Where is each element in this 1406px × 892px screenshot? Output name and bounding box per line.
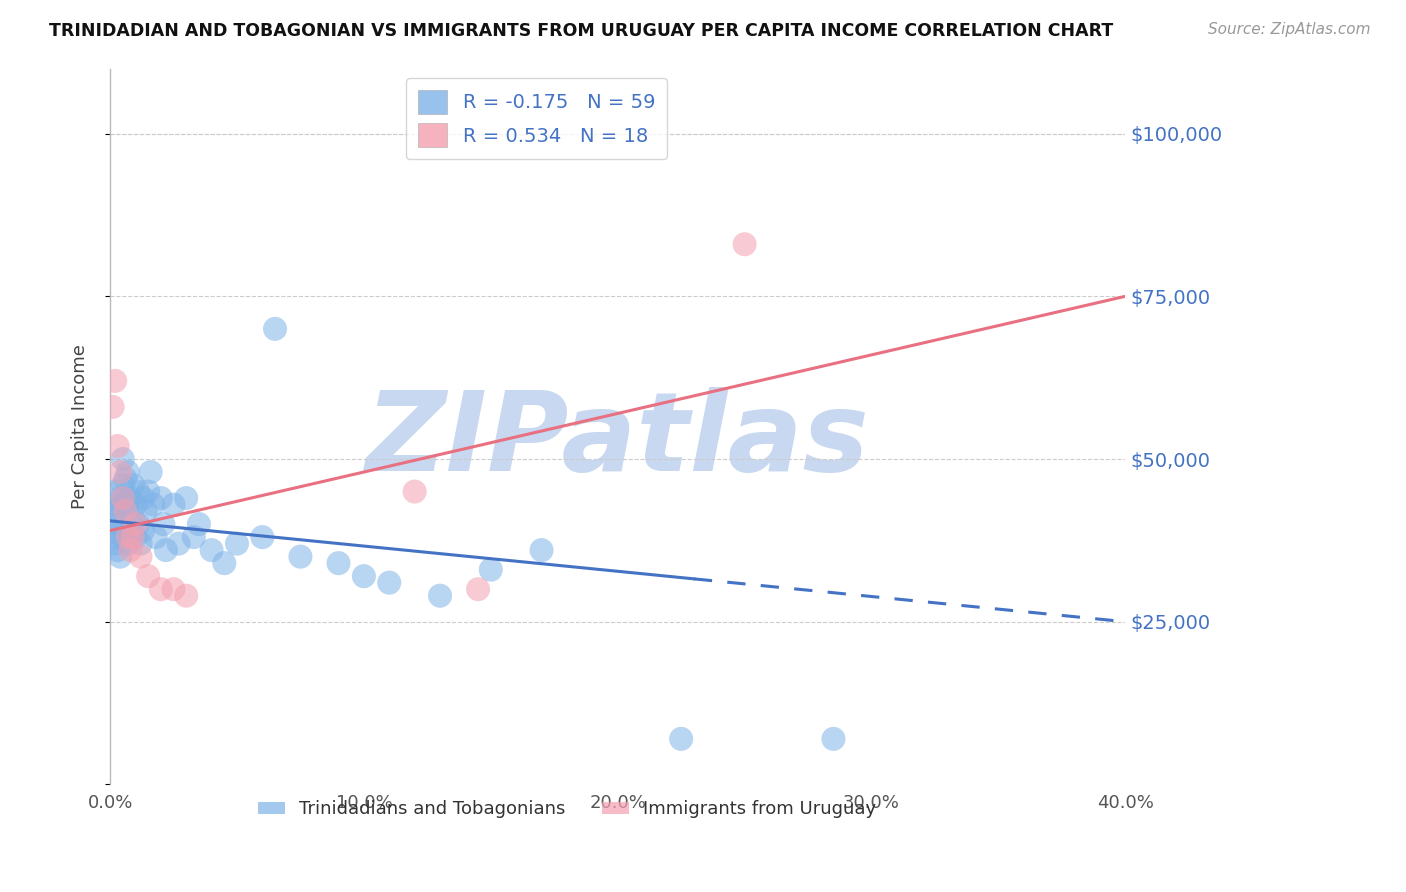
Point bbox=[129, 536, 152, 550]
Point bbox=[101, 530, 124, 544]
Point bbox=[117, 530, 139, 544]
Legend: Trinidadians and Tobagonians, Immigrants from Uruguay: Trinidadians and Tobagonians, Immigrants… bbox=[250, 793, 883, 825]
Point bbox=[110, 549, 132, 564]
Point bbox=[107, 543, 129, 558]
Point bbox=[214, 556, 236, 570]
Y-axis label: Per Capita Income: Per Capita Income bbox=[72, 344, 89, 509]
Point bbox=[120, 491, 142, 505]
Point bbox=[111, 530, 134, 544]
Point bbox=[120, 543, 142, 558]
Point bbox=[187, 517, 209, 532]
Point bbox=[111, 452, 134, 467]
Point bbox=[104, 484, 127, 499]
Point bbox=[149, 582, 172, 597]
Point bbox=[467, 582, 489, 597]
Point bbox=[104, 374, 127, 388]
Point bbox=[136, 569, 159, 583]
Point bbox=[174, 589, 197, 603]
Point bbox=[114, 471, 136, 485]
Point bbox=[183, 530, 205, 544]
Point bbox=[353, 569, 375, 583]
Point bbox=[107, 498, 129, 512]
Point bbox=[117, 498, 139, 512]
Point bbox=[104, 536, 127, 550]
Point bbox=[429, 589, 451, 603]
Point bbox=[117, 465, 139, 479]
Point bbox=[152, 517, 174, 532]
Point bbox=[107, 517, 129, 532]
Point bbox=[142, 498, 165, 512]
Point bbox=[167, 536, 190, 550]
Point bbox=[162, 582, 184, 597]
Point bbox=[378, 575, 401, 590]
Point bbox=[124, 498, 146, 512]
Point bbox=[226, 536, 249, 550]
Point bbox=[114, 517, 136, 532]
Point bbox=[252, 530, 274, 544]
Point bbox=[110, 524, 132, 538]
Point bbox=[122, 510, 145, 524]
Point bbox=[734, 237, 756, 252]
Point bbox=[669, 731, 692, 746]
Point bbox=[404, 484, 426, 499]
Point bbox=[129, 549, 152, 564]
Text: Source: ZipAtlas.com: Source: ZipAtlas.com bbox=[1208, 22, 1371, 37]
Point bbox=[135, 504, 157, 518]
Point bbox=[127, 517, 149, 532]
Point bbox=[122, 478, 145, 492]
Point bbox=[530, 543, 553, 558]
Point bbox=[122, 530, 145, 544]
Point bbox=[110, 465, 132, 479]
Point bbox=[101, 504, 124, 518]
Point bbox=[145, 530, 167, 544]
Point bbox=[107, 439, 129, 453]
Point bbox=[111, 478, 134, 492]
Point bbox=[132, 491, 155, 505]
Text: ZIPatlas: ZIPatlas bbox=[366, 387, 869, 494]
Point bbox=[127, 484, 149, 499]
Point bbox=[149, 491, 172, 505]
Point bbox=[124, 517, 146, 532]
Point bbox=[136, 484, 159, 499]
Point bbox=[139, 465, 162, 479]
Point bbox=[111, 491, 134, 505]
Point bbox=[114, 491, 136, 505]
Point bbox=[101, 400, 124, 414]
Point bbox=[200, 543, 222, 558]
Point bbox=[124, 530, 146, 544]
Point bbox=[155, 543, 177, 558]
Point bbox=[117, 536, 139, 550]
Point bbox=[290, 549, 312, 564]
Point bbox=[264, 322, 287, 336]
Point bbox=[120, 524, 142, 538]
Point bbox=[114, 504, 136, 518]
Point bbox=[110, 491, 132, 505]
Point bbox=[328, 556, 350, 570]
Point bbox=[823, 731, 845, 746]
Point bbox=[174, 491, 197, 505]
Point bbox=[132, 524, 155, 538]
Point bbox=[104, 510, 127, 524]
Point bbox=[111, 498, 134, 512]
Text: TRINIDADIAN AND TOBAGONIAN VS IMMIGRANTS FROM URUGUAY PER CAPITA INCOME CORRELAT: TRINIDADIAN AND TOBAGONIAN VS IMMIGRANTS… bbox=[49, 22, 1114, 40]
Point bbox=[479, 563, 502, 577]
Point bbox=[162, 498, 184, 512]
